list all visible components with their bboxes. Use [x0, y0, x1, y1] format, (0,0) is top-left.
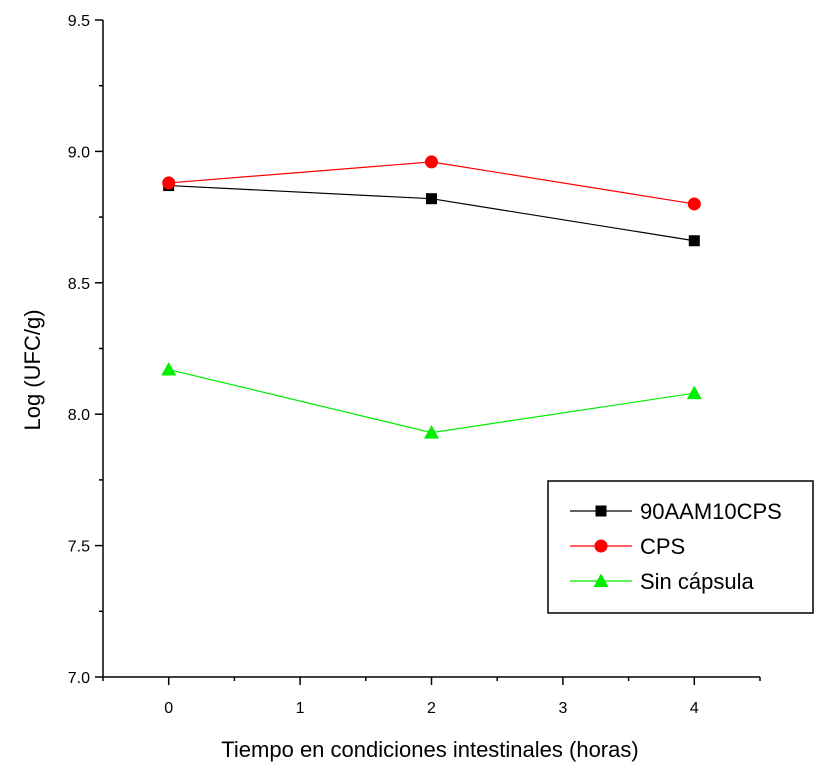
legend-items: 90AAM10CPS CPS Sin cápsula [570, 499, 782, 594]
x-tick-label: 3 [558, 700, 567, 717]
y-tick-label: 9.5 [68, 13, 90, 30]
data-point [162, 176, 176, 190]
legend-item: CPS [570, 534, 685, 559]
series-0 [163, 180, 700, 247]
y-tick-label: 8.5 [68, 276, 90, 293]
legend-item: 90AAM10CPS [570, 499, 782, 524]
data-point [161, 362, 177, 376]
y-ticks: 7.0 7.5 8.0 8.5 9.0 9.5 [68, 13, 103, 687]
x-tick-label: 4 [690, 700, 699, 717]
x-axis-title: Tiempo en condiciones intestinales (hora… [221, 737, 638, 762]
legend-box [547, 480, 814, 614]
y-tick-label: 9.0 [68, 144, 90, 161]
data-point [424, 425, 439, 439]
data-point [686, 385, 702, 400]
data-point [425, 155, 438, 169]
series-2 [161, 362, 702, 439]
legend-swatch-marker [594, 539, 608, 553]
y-tick-label: 7.5 [68, 539, 90, 556]
data-point [688, 235, 700, 247]
legend: 90AAM10CPS CPS Sin cápsula [547, 480, 814, 614]
series-1 [162, 155, 701, 211]
legend-swatch-marker [595, 505, 607, 517]
x-tick-label: 0 [164, 700, 173, 717]
data-point [426, 193, 437, 205]
series-line [168, 368, 695, 434]
series-layer [161, 155, 702, 439]
legend-item: Sin cápsula [570, 569, 755, 594]
x-ticks: 0 1 2 3 4 [102, 677, 761, 717]
y-axis-title: Log (UFC/g) [20, 309, 45, 430]
legend-label: Sin cápsula [640, 569, 755, 594]
x-tick-label: 2 [427, 700, 436, 717]
y-tick-label: 8.0 [68, 407, 90, 424]
legend-label: CPS [640, 534, 685, 559]
legend-label: 90AAM10CPS [640, 499, 782, 524]
legend-swatch-marker [593, 573, 609, 587]
y-tick-label: 7.0 [68, 670, 90, 687]
x-tick-label: 1 [296, 700, 305, 717]
data-point [687, 197, 701, 211]
